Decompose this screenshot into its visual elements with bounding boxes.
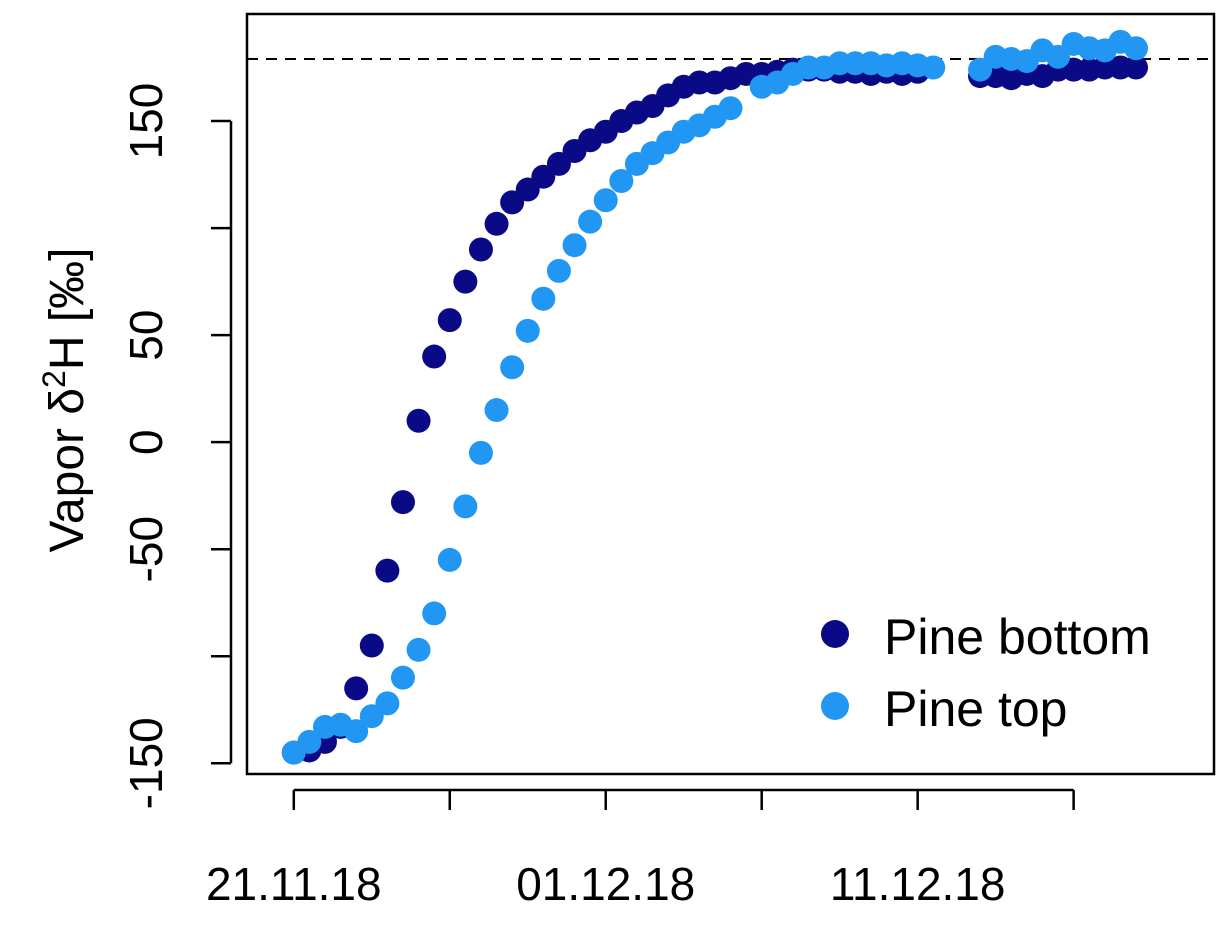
data-point-pine-bottom (422, 344, 447, 369)
data-point-pine-top (921, 55, 946, 80)
legend-label-pine-bottom: Pine bottom (884, 609, 1151, 665)
data-point-pine-bottom (375, 558, 400, 583)
data-point-pine-top (422, 601, 447, 626)
data-point-pine-top (344, 719, 369, 744)
data-point-pine-top (375, 691, 400, 716)
y-tick-label: -50 (120, 516, 172, 582)
data-point-pine-bottom (344, 676, 369, 701)
data-point-pine-top (406, 637, 431, 662)
data-points-layer (281, 29, 1149, 765)
y-tick-label: 150 (120, 83, 172, 160)
data-point-pine-top (297, 729, 322, 754)
y-axis-title-prefix: Vapor δ (41, 388, 94, 553)
x-tick-label: 11.12.18 (830, 858, 1006, 910)
x-tick-label: 01.12.18 (516, 858, 695, 910)
y-axis: -150 -50 0 50 150 (120, 83, 233, 809)
x-tick-label: 21.11.18 (206, 858, 382, 910)
y-tick-label: 0 (120, 429, 172, 455)
legend-marker-pine-top (821, 692, 849, 720)
data-point-pine-top (1124, 36, 1149, 61)
plot-frame (245, 12, 1216, 776)
data-point-pine-top (609, 168, 634, 193)
data-point-pine-top (437, 547, 462, 572)
y-axis-title-suffix: H [‰] (41, 247, 94, 370)
data-point-pine-bottom (484, 211, 509, 236)
legend: Pine bottom Pine top (821, 609, 1151, 737)
y-axis-title: Vapor δ2H [‰] (36, 247, 94, 552)
data-point-pine-bottom (1124, 55, 1149, 80)
data-point-pine-top (468, 440, 493, 465)
data-point-pine-bottom (390, 490, 415, 515)
legend-label-pine-top: Pine top (884, 681, 1067, 737)
legend-marker-pine-bottom (821, 620, 849, 648)
data-point-pine-top (500, 355, 525, 380)
data-point-pine-top (718, 96, 743, 121)
data-point-pine-bottom (437, 308, 462, 333)
data-point-pine-bottom (468, 237, 493, 262)
data-point-pine-bottom (359, 633, 384, 658)
series-pine-top (281, 29, 1149, 765)
data-point-pine-bottom (453, 269, 478, 294)
x-axis: 21.11.18 01.12.18 11.12.18 (206, 788, 1075, 910)
data-point-pine-top (593, 188, 618, 213)
y-axis-title-superscript: 2 (36, 370, 72, 388)
data-point-pine-top (578, 209, 603, 234)
y-tick-label: -150 (120, 717, 172, 809)
data-point-pine-top (515, 318, 540, 343)
data-point-pine-top (562, 233, 587, 258)
y-tick-label: 50 (120, 310, 172, 361)
data-point-pine-top (453, 494, 478, 519)
data-point-pine-top (390, 665, 415, 690)
data-point-pine-top (484, 398, 509, 423)
data-point-pine-bottom (406, 408, 431, 433)
data-point-pine-top (531, 286, 556, 311)
data-point-pine-top (546, 258, 571, 283)
